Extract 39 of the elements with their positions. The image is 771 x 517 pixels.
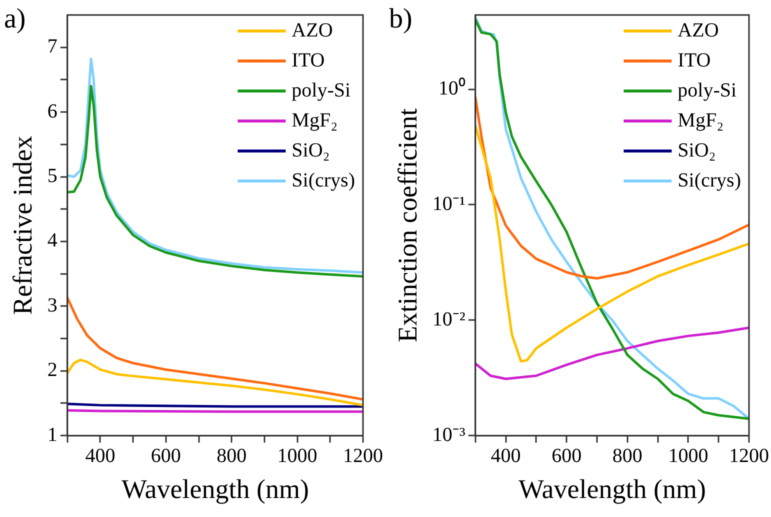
y-tick-label: 1 — [47, 424, 58, 446]
legend-label: AZO — [678, 19, 719, 42]
chart-title: a) — [4, 3, 26, 34]
legend-label: poly-Si — [678, 79, 738, 102]
legend-label: MgF₂ — [678, 109, 724, 132]
y-tick-label: 10⁰ — [438, 76, 466, 100]
y-axis-title: Extinction coefficient — [392, 108, 422, 342]
y-axis-title: Refractive index — [7, 135, 38, 315]
x-tick-label: 1000 — [668, 444, 708, 467]
x-axis-title: Wavelength (nm) — [518, 474, 706, 504]
legend-label: Si(crys) — [678, 169, 742, 192]
y-tick-label: 10⁻¹ — [432, 192, 466, 215]
y-tick-label: 10⁻³ — [432, 424, 466, 446]
y-tick-label: 6 — [47, 100, 58, 122]
legend-label: AZO — [292, 19, 333, 42]
x-tick-label: 600 — [552, 444, 582, 467]
y-tick-label: 3 — [47, 294, 58, 316]
x-axis-title: Wavelength (nm) — [121, 474, 309, 504]
x-tick-label: 800 — [612, 444, 642, 467]
y-tick-label: 2 — [47, 359, 58, 382]
y-tick-label: 4 — [47, 230, 58, 252]
legend-label: poly-Si — [292, 79, 352, 102]
y-tick-label: 7 — [47, 36, 58, 58]
x-tick-label: 400 — [85, 444, 116, 467]
legend-label: MgF₂ — [292, 109, 338, 132]
x-tick-label: 1200 — [343, 444, 383, 467]
x-tick-label: 1000 — [277, 444, 318, 467]
legend-label: ITO — [292, 49, 325, 72]
x-tick-label: 1200 — [729, 444, 769, 467]
legend-label: ITO — [678, 49, 711, 72]
legend-label: Si(crys) — [292, 169, 356, 192]
x-tick-label: 600 — [150, 444, 181, 467]
x-tick-label: 800 — [216, 444, 247, 467]
y-tick-label: 10⁻² — [432, 308, 466, 330]
x-tick-label: 400 — [490, 444, 521, 467]
chart-title: b) — [389, 3, 412, 34]
legend-label: SiO₂ — [292, 139, 330, 162]
legend-label: SiO₂ — [678, 139, 716, 162]
y-tick-label: 5 — [47, 165, 58, 188]
